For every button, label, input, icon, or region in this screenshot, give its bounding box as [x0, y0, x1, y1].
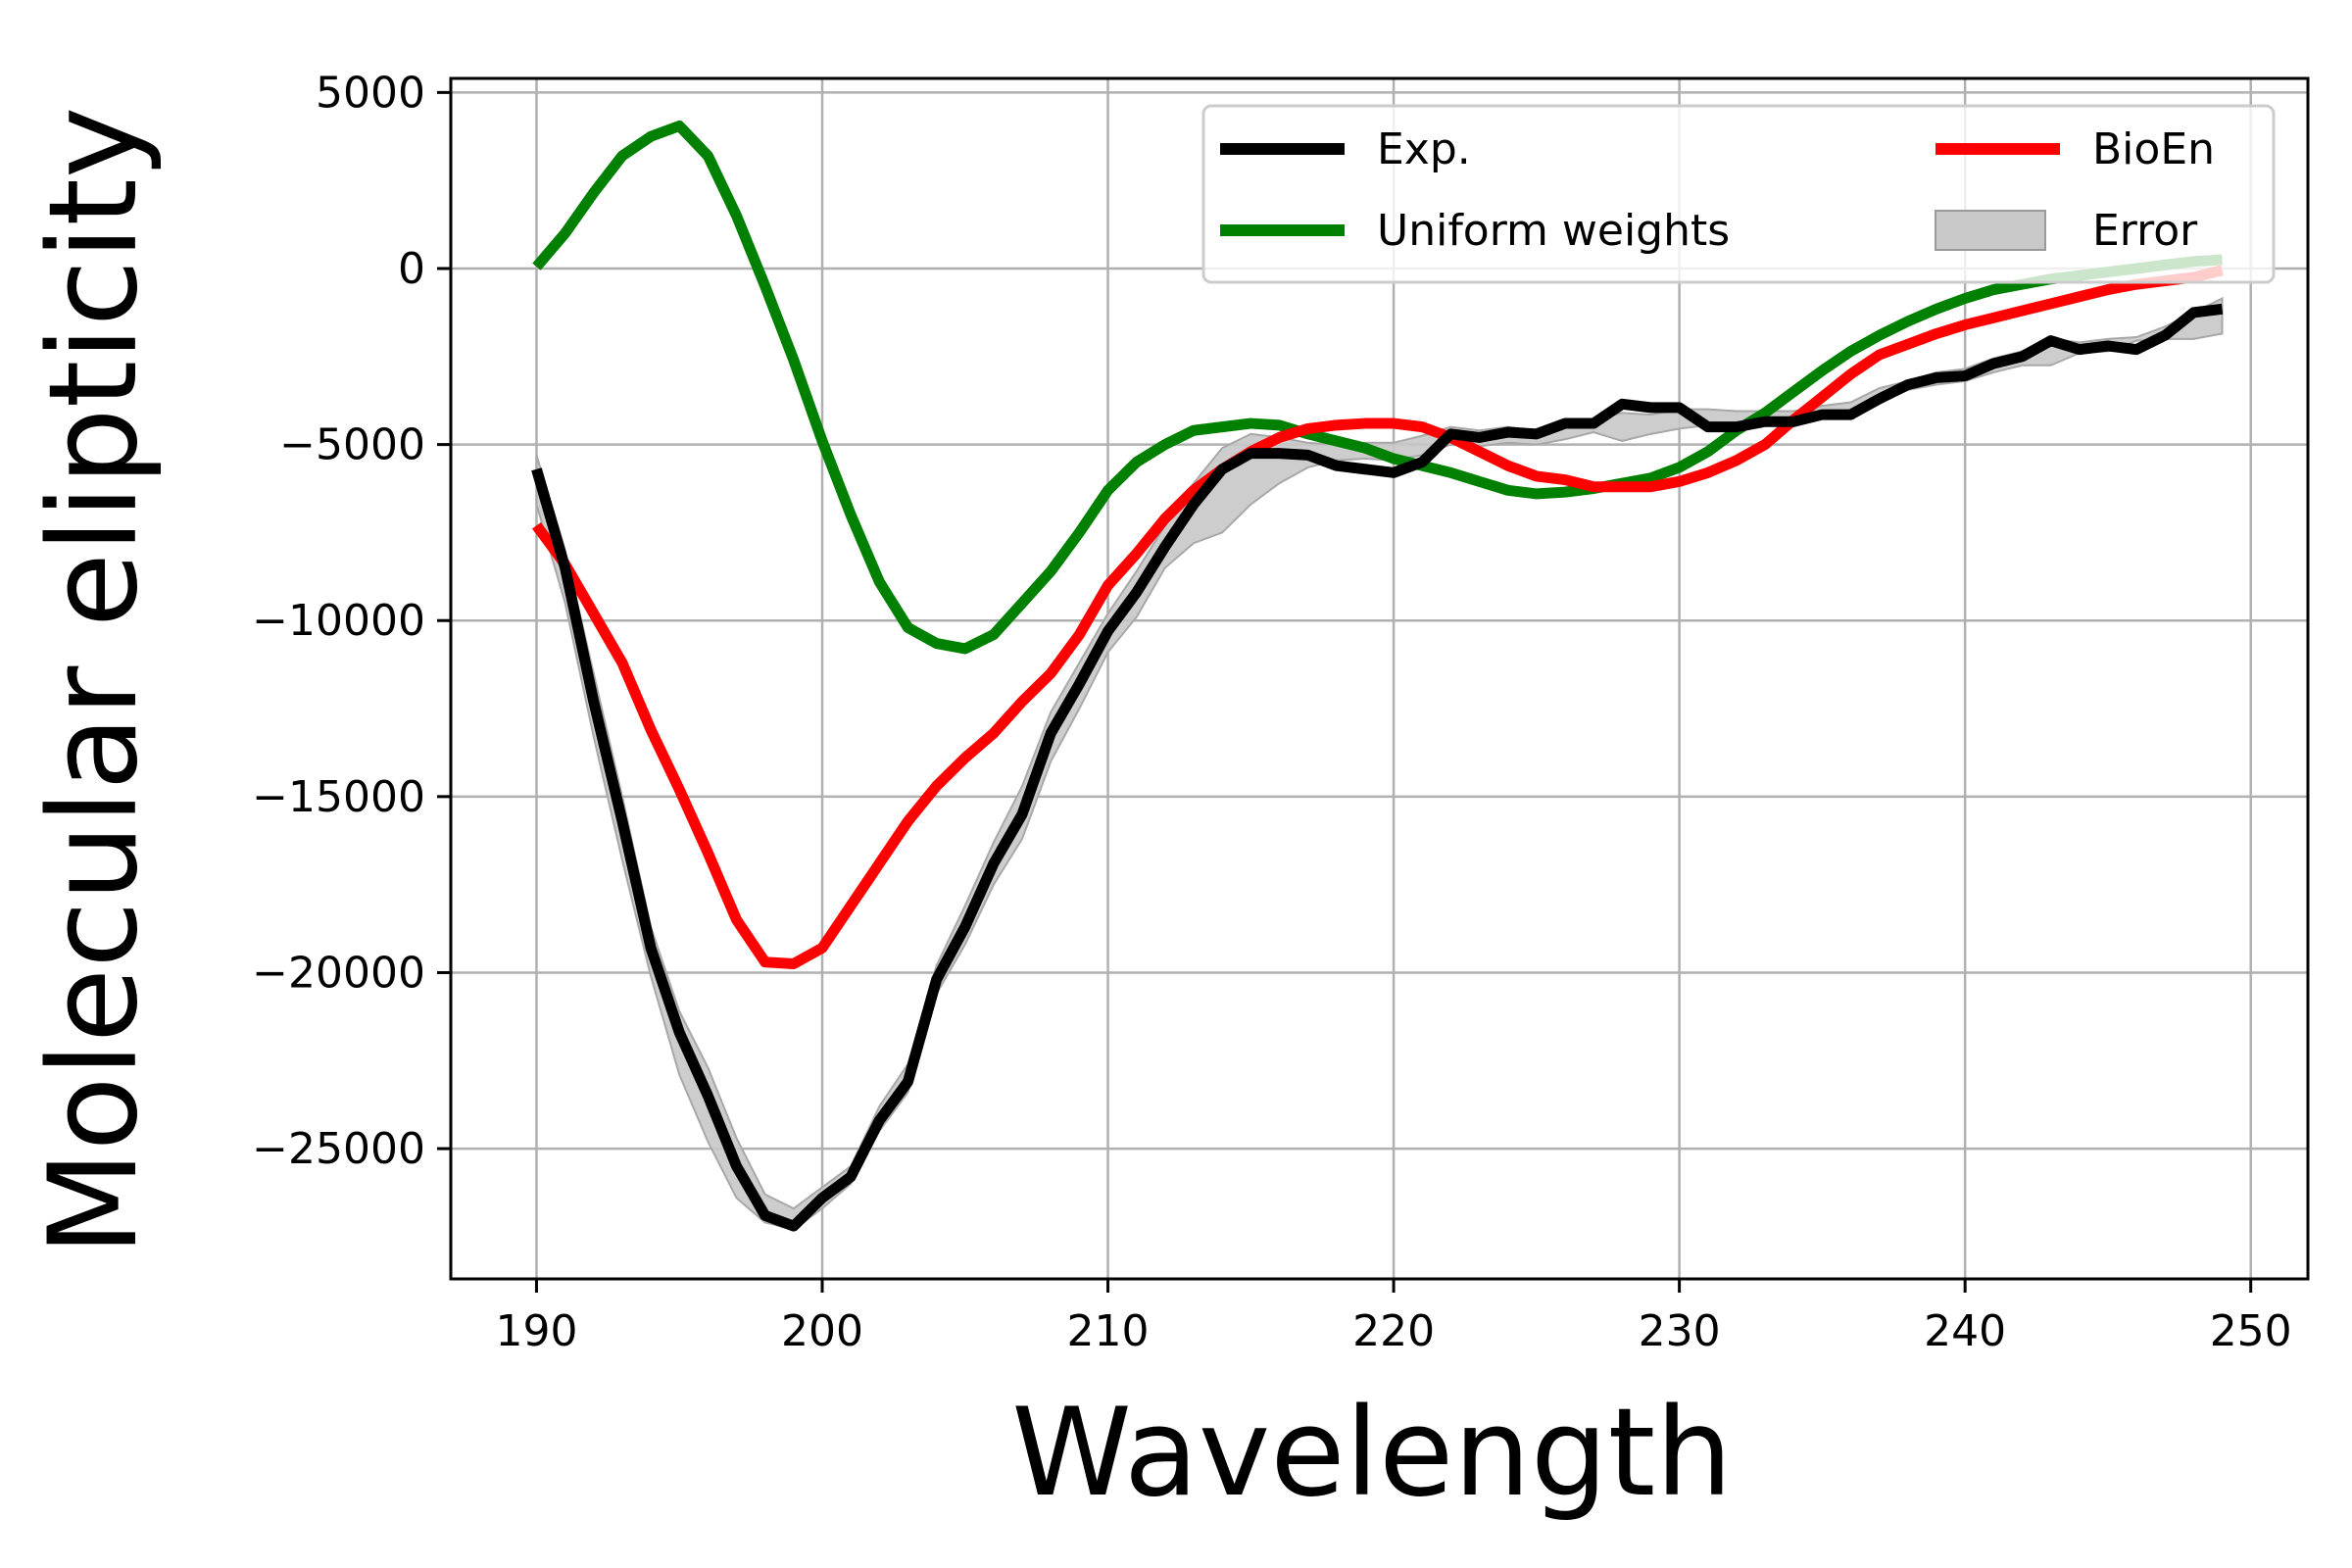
legend-label-error: Error — [2092, 206, 2198, 256]
legend-label-bioen: BioEn — [2092, 124, 2215, 174]
x-tick-label: 220 — [1352, 1306, 1435, 1356]
axis-ticks: 190 200 210 220 230 240 250 5000 0 −5000 −10000 −15… — [252, 68, 2292, 1356]
y-tick-label: −20000 — [252, 948, 425, 998]
plot-frame — [449, 76, 2310, 1281]
y-tick-label: 5000 — [316, 68, 425, 118]
exp-series-line — [531, 303, 2224, 1232]
y-axis-title: Molecular elipticity — [24, 107, 165, 1256]
x-axis-title: Wavelength — [1011, 1383, 1733, 1524]
x-tick-label: 190 — [495, 1306, 577, 1356]
series-lines-layer — [531, 120, 2224, 1232]
x-tick-label: 210 — [1067, 1306, 1150, 1356]
x-tick-label: 200 — [781, 1306, 863, 1356]
y-tick-label: 0 — [398, 244, 425, 294]
error-band — [535, 296, 2224, 1231]
bioen-series-line — [532, 265, 2224, 969]
x-tick-label: 250 — [2210, 1306, 2292, 1356]
y-tick-label: −25000 — [252, 1124, 425, 1174]
legend: Exp. Uniform weights BioEn Error — [1201, 104, 2276, 284]
uniform-weights-series-line — [532, 120, 2223, 655]
legend-label-uniform-weights: Uniform weights — [1377, 206, 1730, 256]
y-tick-label: −15000 — [252, 772, 425, 822]
y-tick-label: −10000 — [252, 596, 425, 646]
legend-label-exp: Exp. — [1377, 124, 1471, 174]
error-band-layer — [535, 296, 2224, 1231]
x-tick-label: 240 — [1924, 1306, 2006, 1356]
legend-swatch-error — [1935, 210, 2046, 251]
y-tick-label: −5000 — [279, 420, 425, 470]
x-tick-label: 230 — [1639, 1306, 1721, 1356]
